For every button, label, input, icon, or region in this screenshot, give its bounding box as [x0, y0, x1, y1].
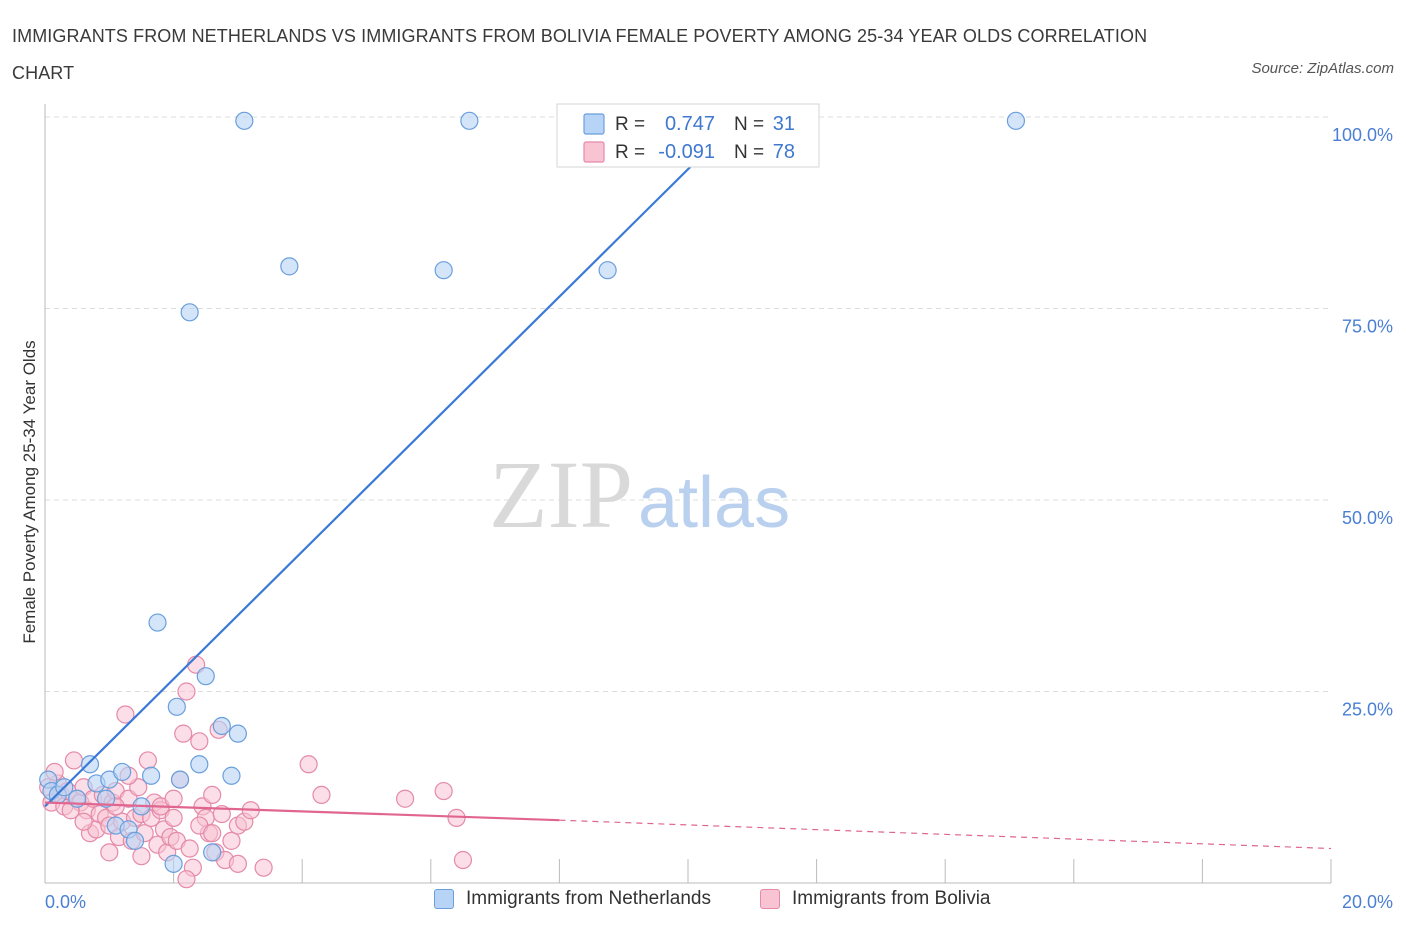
netherlands-points [39, 111, 1026, 873]
bolivia-point [177, 870, 196, 889]
netherlands-point [598, 261, 617, 280]
watermark-atlas: atlas [638, 463, 790, 543]
netherlands-point [228, 724, 247, 743]
netherlands-point [170, 770, 190, 789]
netherlands-point [190, 755, 209, 774]
watermark-zip: ZIP [489, 441, 633, 548]
netherlands-point [203, 843, 222, 862]
netherlands-point [235, 111, 254, 130]
netherlands-point [80, 755, 100, 774]
netherlands-trend-line [44, 104, 754, 808]
y-tick-label: 100.0% [1332, 125, 1393, 145]
netherlands-point [125, 831, 145, 850]
netherlands-point [148, 613, 167, 632]
bolivia-point [177, 682, 196, 701]
bolivia-point [222, 831, 241, 850]
netherlands-point [196, 667, 215, 686]
legend-r-value: -0.091 [658, 141, 715, 163]
bolivia-point [116, 705, 135, 724]
series-legend: Immigrants from Netherlands Immigrants f… [0, 888, 1406, 916]
y-tick-label: 25.0% [1342, 700, 1393, 720]
x-tick-labels: 0.0% 20.0% [45, 892, 1393, 912]
x-tick-label: 20.0% [1342, 892, 1393, 912]
bolivia-point [164, 808, 183, 827]
legend-n-value: 78 [773, 141, 795, 163]
bolivia-point [395, 789, 415, 808]
y-tick-label: 50.0% [1342, 508, 1393, 528]
legend-n-label: N = [734, 114, 764, 135]
netherlands-point [434, 261, 453, 280]
gridlines [45, 116, 1331, 692]
bolivia-point [164, 789, 183, 808]
bolivia-point [203, 785, 222, 805]
netherlands-point [212, 716, 231, 736]
legend-r-label: R = [615, 114, 645, 135]
bolivia-point [64, 751, 84, 770]
chart-title: IMMIGRANTS FROM NETHERLANDS VS IMMIGRANT… [12, 26, 1148, 83]
legend-n-label: N = [734, 142, 764, 163]
legend-swatch-netherlands [583, 113, 605, 135]
y-tick-labels: 100.0% 75.0% 50.0% 25.0% [1332, 125, 1393, 720]
netherlands-point [96, 789, 116, 808]
bolivia-point [254, 858, 273, 877]
bolivia-point [312, 785, 331, 805]
legend-n-value: 31 [773, 113, 795, 135]
legend-item-netherlands[interactable]: Immigrants from Netherlands [434, 888, 711, 910]
watermark: ZIP atlas [489, 441, 790, 548]
netherlands-point [222, 766, 241, 785]
bolivia-point [228, 854, 247, 873]
legend-swatch-netherlands [434, 889, 454, 909]
netherlands-point [113, 762, 132, 782]
legend-r-value: 0.747 [665, 113, 715, 135]
y-tick-label: 75.0% [1342, 317, 1393, 337]
legend-label-netherlands: Immigrants from Netherlands [466, 888, 711, 909]
netherlands-point [164, 854, 183, 873]
bolivia-trend-line [44, 801, 560, 822]
netherlands-point [460, 111, 479, 130]
bolivia-point [299, 755, 318, 774]
netherlands-point [180, 303, 199, 322]
source-label: Source: ZipAtlas.com [1251, 60, 1394, 77]
netherlands-point [1006, 111, 1026, 130]
bolivia-point [453, 850, 473, 870]
legend-item-bolivia[interactable]: Immigrants from Bolivia [760, 888, 991, 910]
legend-swatch-bolivia [760, 889, 780, 909]
netherlands-point [167, 697, 186, 716]
bolivia-point [100, 843, 119, 862]
legend-label-bolivia: Immigrants from Bolivia [792, 888, 991, 909]
y-axis-label: Female Poverty Among 25-34 Year Olds [20, 340, 39, 643]
bolivia-point [180, 839, 199, 858]
bolivia-trend-extension [559, 819, 1332, 850]
legend-swatch-bolivia [583, 141, 605, 163]
netherlands-point [280, 257, 299, 276]
bolivia-point [203, 824, 222, 843]
bolivia-point [174, 724, 193, 743]
x-tick-label: 0.0% [45, 892, 86, 912]
bolivia-point [190, 732, 209, 751]
bolivia-point [132, 847, 151, 866]
bolivia-point [74, 812, 93, 831]
bolivia-point [138, 751, 157, 770]
netherlands-point [141, 766, 161, 785]
stats-legend: R = 0.747 N = 31 R = -0.091 N = 78 [556, 103, 820, 168]
trend-lines [44, 104, 1332, 850]
legend-r-label: R = [615, 142, 645, 163]
bolivia-point [434, 781, 453, 801]
